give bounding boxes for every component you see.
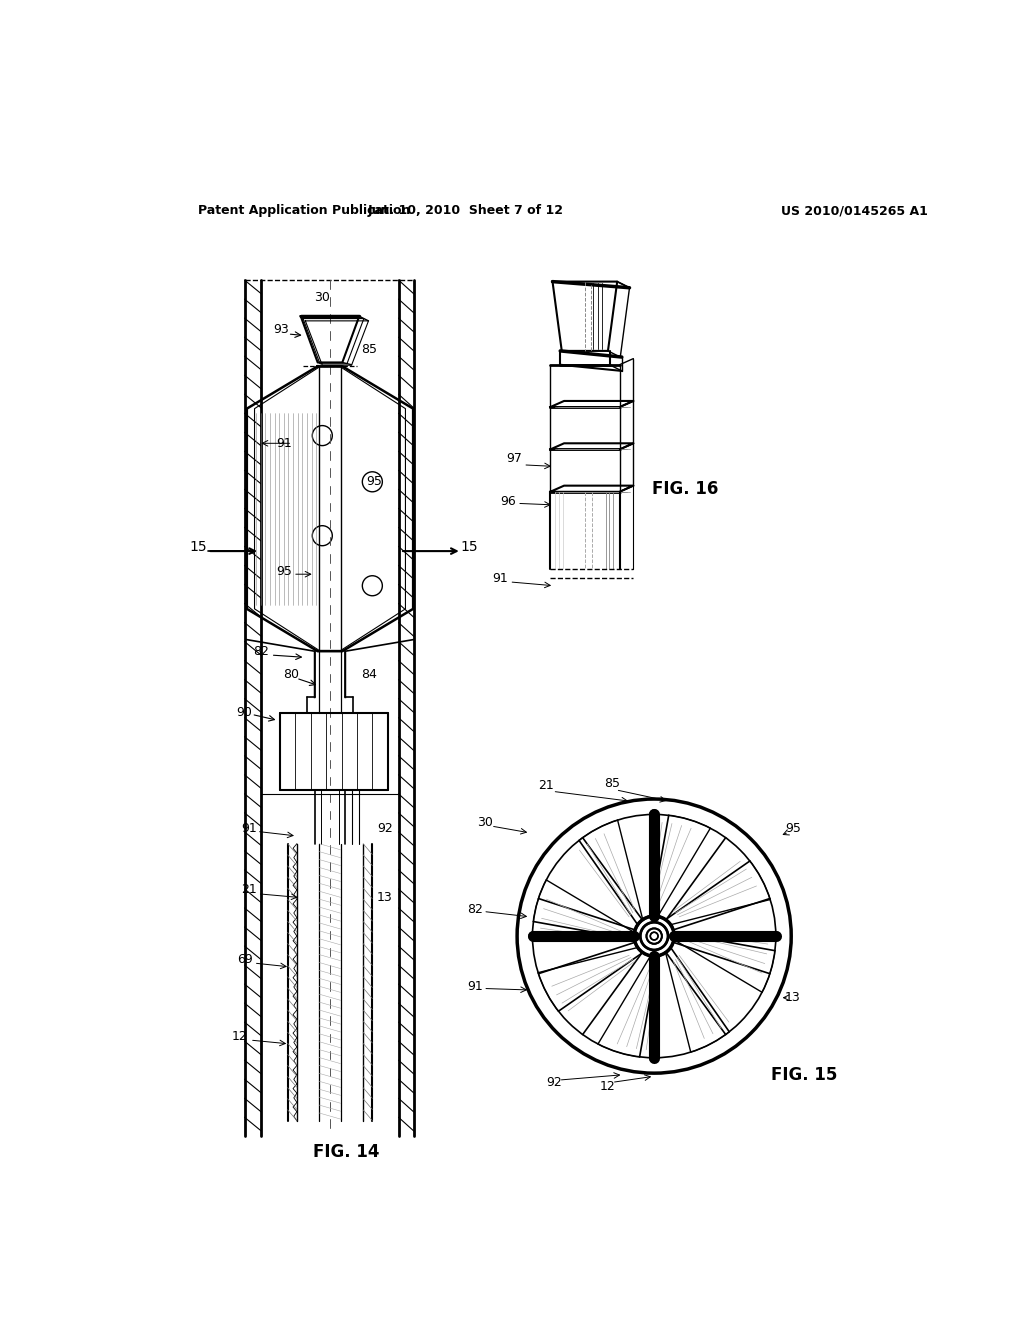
- Text: 96: 96: [500, 495, 516, 508]
- Text: 12: 12: [600, 1080, 615, 1093]
- Text: 69: 69: [237, 953, 252, 966]
- Text: 91: 91: [276, 437, 293, 450]
- Text: 30: 30: [477, 816, 493, 829]
- Text: FIG. 16: FIG. 16: [651, 480, 718, 499]
- Text: 13: 13: [377, 891, 392, 904]
- Text: 15: 15: [461, 540, 478, 554]
- Text: 93: 93: [272, 323, 289, 335]
- Text: 30: 30: [314, 290, 330, 304]
- Text: 92: 92: [546, 1076, 562, 1089]
- Text: 85: 85: [604, 777, 620, 791]
- Text: 95: 95: [784, 822, 801, 834]
- Text: 82: 82: [254, 644, 269, 657]
- Text: 21: 21: [242, 883, 257, 896]
- Text: 91: 91: [493, 572, 508, 585]
- Text: FIG. 15: FIG. 15: [771, 1065, 838, 1084]
- Text: 97: 97: [506, 453, 522, 465]
- Text: 80: 80: [283, 668, 299, 681]
- Text: 90: 90: [237, 706, 253, 719]
- Text: 12: 12: [232, 1030, 248, 1043]
- Text: 82: 82: [468, 903, 483, 916]
- Text: 85: 85: [361, 343, 377, 356]
- Text: 91: 91: [242, 822, 257, 834]
- Text: Jun. 10, 2010  Sheet 7 of 12: Jun. 10, 2010 Sheet 7 of 12: [368, 205, 563, 218]
- Text: Patent Application Publication: Patent Application Publication: [199, 205, 411, 218]
- Text: 91: 91: [467, 979, 482, 993]
- Text: US 2010/0145265 A1: US 2010/0145265 A1: [781, 205, 928, 218]
- Text: 13: 13: [784, 991, 801, 1005]
- Text: FIG. 14: FIG. 14: [313, 1143, 380, 1160]
- Text: 84: 84: [361, 668, 377, 681]
- Text: 95: 95: [366, 475, 382, 488]
- Text: 95: 95: [276, 565, 293, 578]
- Text: 21: 21: [539, 779, 554, 792]
- Text: 15: 15: [189, 540, 207, 554]
- Text: 92: 92: [377, 822, 392, 834]
